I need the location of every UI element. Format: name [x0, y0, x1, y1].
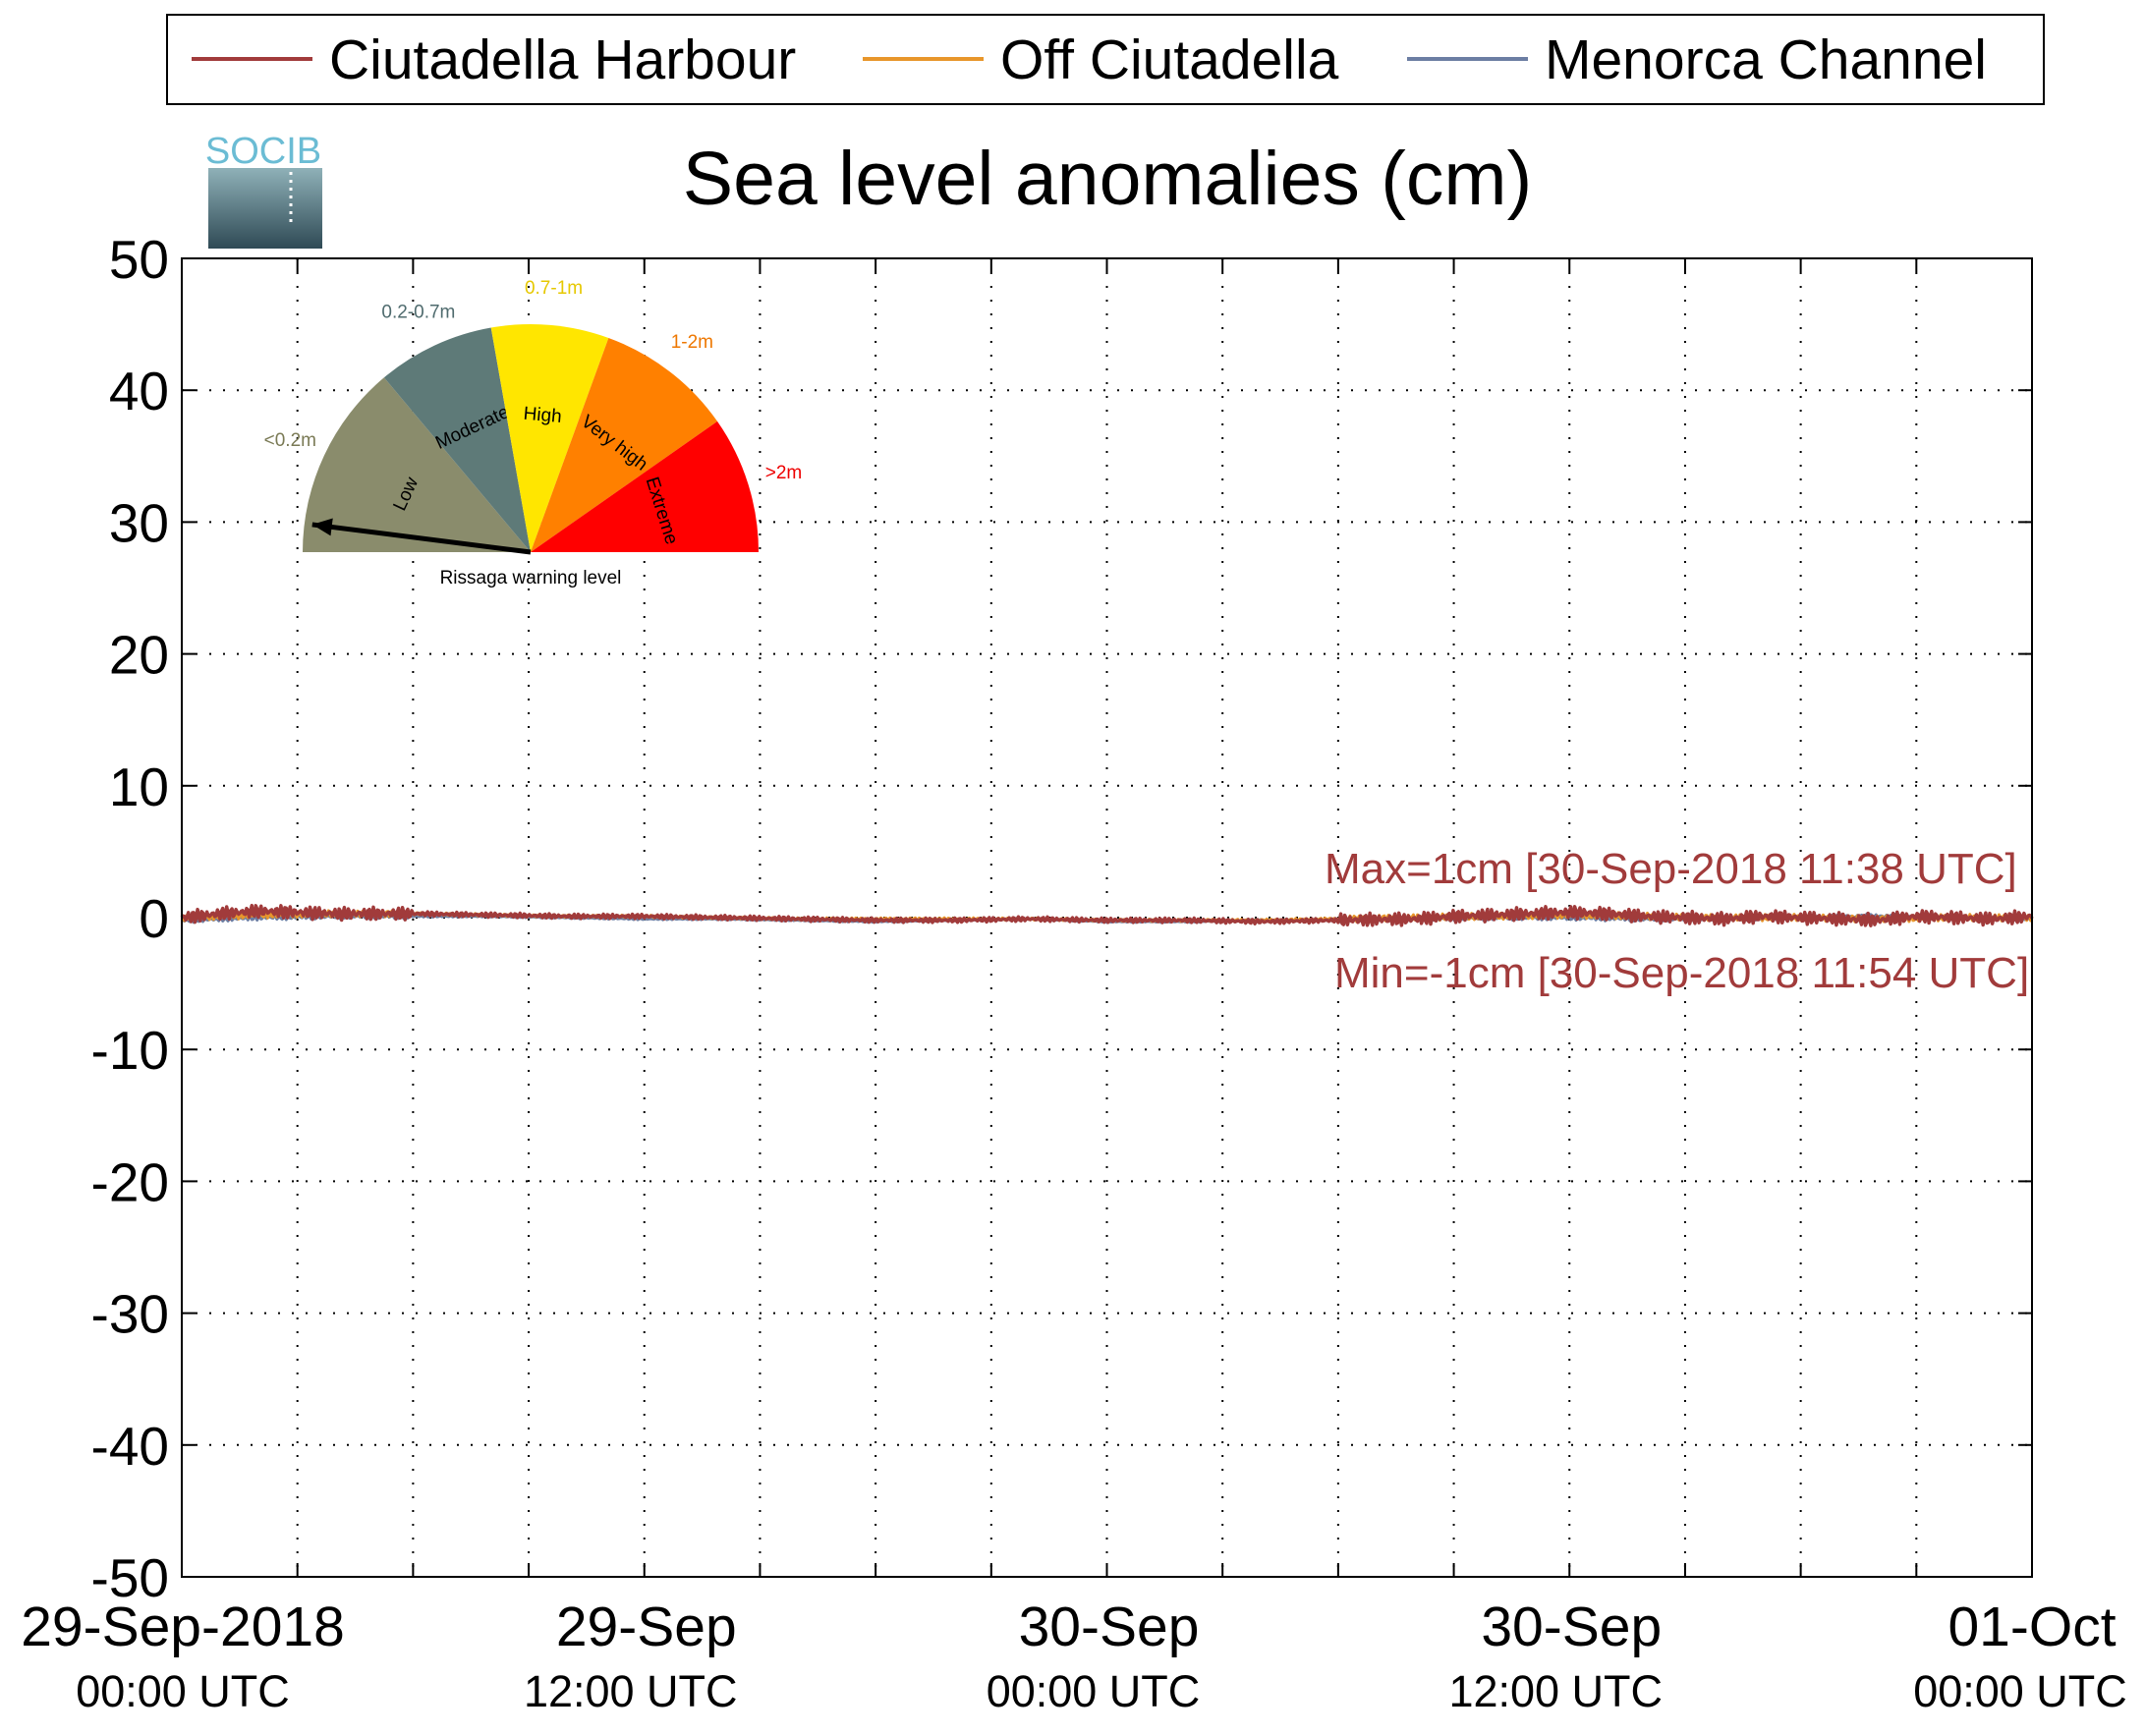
data-series — [180, 903, 2034, 927]
series-line-ciutadella-harbour — [180, 903, 2034, 927]
y-tick-label: -10 — [91, 1020, 170, 1081]
x-tick-label-date: 30-Sep — [1019, 1596, 1200, 1658]
x-tick-label-date: 29-Sep-2018 — [21, 1596, 345, 1658]
x-tick-label-time: 00:00 UTC — [987, 1666, 1201, 1716]
x-tick-label-time: 12:00 UTC — [1448, 1666, 1663, 1716]
plot-frame — [181, 257, 2033, 1578]
max-annotation: Max=1cm [30-Sep-2018 11:38 UTC] — [1325, 845, 2017, 893]
gauge-needle — [311, 522, 532, 555]
y-tick-label: 40 — [109, 361, 169, 421]
gauge-segment-very-high — [531, 337, 718, 552]
gauge-range-label: 0.7-1m — [525, 278, 583, 299]
y-tick-label: 50 — [109, 229, 169, 290]
gauge-range-label: <0.2m — [264, 430, 316, 451]
x-tick-label-time: 00:00 UTC — [76, 1666, 290, 1716]
legend-label-menorca-channel: Menorca Channel — [1545, 28, 1987, 91]
min-annotation: Min=-1cm [30-Sep-2018 11:54 UTC] — [1334, 949, 2029, 997]
socib-logo: SOCIB — [205, 131, 322, 249]
gauge-segment-moderate — [383, 327, 531, 552]
y-tick-label: 30 — [109, 492, 169, 553]
y-tick-label: 0 — [139, 888, 169, 949]
chart-title: Sea level anomalies (cm) — [683, 137, 1532, 221]
y-tick-label: -50 — [91, 1547, 170, 1608]
gauge-caption: Rissaga warning level — [440, 568, 622, 588]
legend: Ciutadella Harbour Off Ciutadella Menorc… — [166, 14, 2045, 105]
x-tick-label-date: 01-Oct — [1947, 1596, 2116, 1658]
logo-wave-graphic — [208, 168, 322, 249]
y-tick-label: 20 — [109, 625, 169, 686]
gauge-range-label: 1-2m — [671, 332, 713, 353]
legend-box — [166, 14, 2045, 105]
gauge-range-label: >2m — [765, 463, 803, 483]
x-tick-label-date: 30-Sep — [1481, 1596, 1662, 1658]
gauge-range-label: 0.2-0.7m — [381, 302, 455, 322]
legend-label-ciutadella-harbour: Ciutadella Harbour — [329, 28, 796, 91]
x-tick-label-date: 29-Sep — [556, 1596, 737, 1658]
x-tick-label-time: 12:00 UTC — [524, 1666, 738, 1716]
y-tick-label: -40 — [91, 1416, 170, 1477]
gauge-needle-head — [311, 518, 333, 536]
legend-label-off-ciutadella: Off Ciutadella — [1000, 28, 1339, 91]
x-axis-labels: 29-Sep-2018 00:00 UTC 29-Sep 12:00 UTC 30-Se… — [21, 1596, 2127, 1716]
y-axis-labels: 50 40 30 20 10 0 -10 -20 -30 -40 -50 — [91, 229, 170, 1608]
gauge-segment-extreme — [531, 420, 759, 552]
gauge-label: High — [523, 404, 563, 427]
y-tick-label: -30 — [91, 1284, 170, 1345]
y-tick-label: -20 — [91, 1151, 170, 1212]
gauge-segment-high — [490, 323, 609, 552]
logo-text: SOCIB — [205, 131, 321, 172]
x-tick-label-time: 00:00 UTC — [1913, 1666, 2127, 1716]
y-tick-label: 10 — [109, 756, 169, 817]
gauge-segment-low — [303, 377, 531, 552]
